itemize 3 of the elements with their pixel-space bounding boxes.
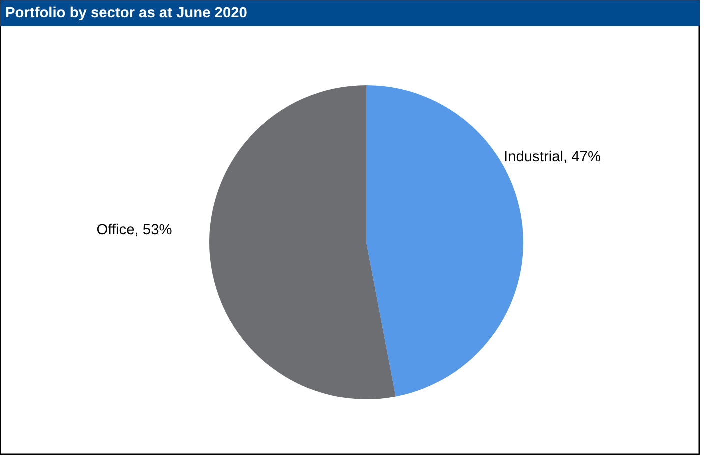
slice-label: Office, 53% [96, 222, 172, 238]
slice-label: Industrial, 47% [504, 150, 601, 166]
chart-title: Portfolio by sector as at June 2020 [6, 6, 248, 22]
